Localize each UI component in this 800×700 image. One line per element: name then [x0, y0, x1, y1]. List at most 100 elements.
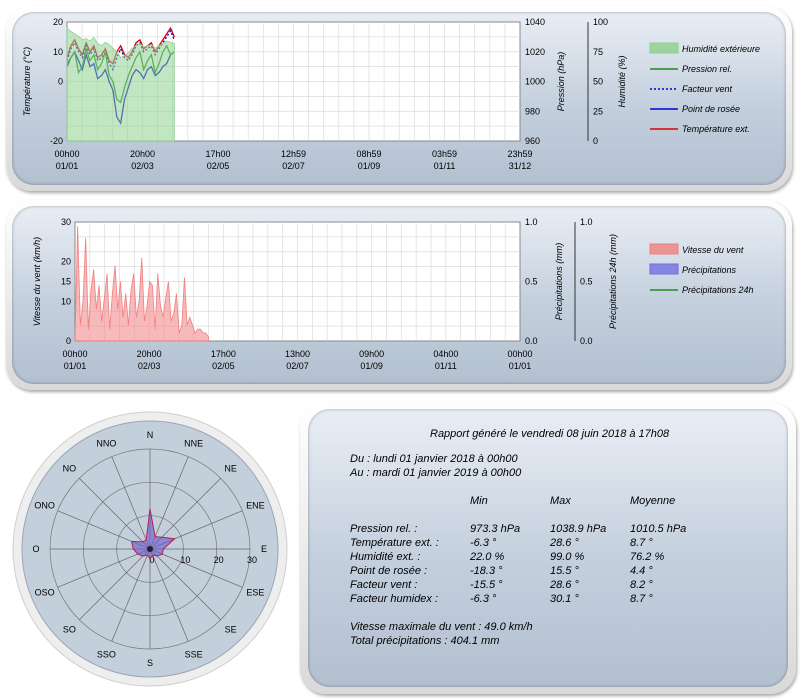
report-row-label: Pression rel. :: [350, 523, 418, 535]
compass-ring-label: 10: [180, 555, 190, 565]
compass-direction-label: O: [32, 544, 39, 554]
x-tick-label: 17h00: [211, 349, 236, 359]
x-tick-label: 00h00: [54, 149, 79, 159]
compass-spoke: [57, 548, 151, 588]
report-row-max: 99.0 %: [550, 551, 585, 563]
y-mid-axis-label: Précipitations (mm): [554, 243, 564, 321]
vitesse-du-vent-series: [74, 225, 209, 342]
compass-direction-label: E: [261, 544, 267, 554]
x-tick-date: 01/01: [64, 361, 87, 371]
temperature-chart: 00h00 01/01 20h00 02/03 17h00 02/05 12h59 02/07…: [22, 17, 760, 171]
report-row-min: -6.3 °: [470, 593, 497, 605]
legend-label-humidit-ext-rieure: Humidité extérieure: [682, 44, 760, 54]
compass-spoke: [149, 456, 189, 550]
compass-ring-label: 20: [214, 555, 224, 565]
compass-direction-label: SO: [63, 625, 76, 635]
report-row-avg: 8.7 °: [630, 593, 653, 605]
y-right-tick-label: 50: [593, 77, 603, 87]
y-mid-tick-label: 0.5: [525, 277, 538, 287]
report-header-min: Min: [470, 495, 488, 507]
compass-spoke: [79, 478, 151, 550]
y-mid-tick-label: 980: [525, 106, 540, 116]
wind-chart: 00h00 01/01 20h00 02/03 17h00 02/05 13h00 02/07…: [32, 217, 754, 371]
compass-spoke: [149, 548, 189, 642]
report-row-max: 15.5 °: [550, 565, 579, 577]
legend-label-temp-rature-ext: Température ext.: [682, 124, 750, 134]
x-tick-label: 04h00: [433, 349, 458, 359]
x-tick-date: 02/03: [131, 161, 154, 171]
x-tick-date: 01/01: [509, 361, 532, 371]
report-row-max: 28.6 °: [550, 537, 579, 549]
x-tick-label: 09h00: [359, 349, 384, 359]
compass-direction-label: OSO: [35, 588, 55, 598]
legend-label-pr-cipitations-h: Précipitations 24h: [682, 285, 754, 295]
report-row-label: Facteur vent :: [350, 579, 418, 591]
compass-spoke: [111, 456, 151, 550]
y-left-tick-label: 20: [61, 257, 71, 267]
report-row-max: 30.1 °: [550, 593, 579, 605]
legend-swatch-humidit-ext-rieure: [649, 42, 679, 54]
report-panel: [300, 402, 796, 694]
report-precip-total: Total précipitations : 404.1 mm: [350, 635, 500, 647]
y-right-axis-label: Précipitations 24h (mm): [608, 234, 618, 329]
x-tick-date: 01/09: [358, 161, 381, 171]
compass-direction-label: NO: [63, 463, 77, 473]
x-tick-label: 23h59: [507, 149, 532, 159]
x-tick-label: 17h00: [205, 149, 230, 159]
report-row-max: 1038.9 hPa: [550, 523, 607, 535]
compass-spoke: [79, 548, 151, 620]
x-tick-label: 03h59: [432, 149, 457, 159]
y-right-tick-label: 0.0: [580, 336, 593, 346]
compass-direction-label: ONO: [34, 500, 55, 510]
y-mid-tick-label: 1000: [525, 77, 545, 87]
x-tick-date: 01/09: [360, 361, 383, 371]
x-tick-date: 02/07: [286, 361, 309, 371]
y-mid-tick-label: 0.0: [525, 336, 538, 346]
y-mid-tick-label: 1020: [525, 47, 545, 57]
legend-label-point-de-ros-e: Point de rosée: [682, 104, 740, 114]
legend-label-pr-cipitations: Précipitations: [682, 265, 737, 275]
report-row-avg: 8.7 °: [630, 537, 653, 549]
x-tick-date: 01/01: [56, 161, 79, 171]
report-row-avg: 1010.5 hPa: [630, 523, 687, 535]
compass-direction-label: N: [147, 430, 154, 440]
y-right-tick-label: 75: [593, 47, 603, 57]
y-mid-tick-label: 960: [525, 136, 540, 146]
y-left-tick-label: 30: [61, 217, 71, 227]
x-tick-label: 08h59: [356, 149, 381, 159]
compass-spoke: [149, 548, 243, 588]
y-left-tick-label: 10: [53, 47, 63, 57]
report-row-avg: 76.2 %: [630, 551, 665, 563]
compass-direction-label: ENE: [246, 500, 265, 510]
compass-spoke: [111, 548, 151, 642]
y-left-tick-label: 0: [66, 336, 71, 346]
report-to: Au : mardi 01 janvier 2019 à 00h00: [350, 467, 522, 479]
report-row-label: Facteur humidex :: [350, 593, 439, 605]
x-tick-date: 02/05: [207, 161, 230, 171]
y-right-tick-label: 1.0: [580, 217, 593, 227]
y-mid-tick-label: 1.0: [525, 217, 538, 227]
report-row-label: Humidité ext. :: [350, 551, 421, 563]
wind-rose-polygon: [130, 508, 176, 560]
compass-direction-label: NE: [224, 463, 237, 473]
compass-direction-label: NNE: [184, 439, 203, 449]
legend-label-pression-rel: Pression rel.: [682, 64, 732, 74]
y-right-tick-label: 25: [593, 106, 603, 116]
wind-rose-svg: N NNE NE ENE E ESE SE SSE S SSO SO OSO O ONO NO NNO 0 10 2…: [12, 411, 288, 687]
report-wind-max: Vitesse maximale du vent : 49.0 km/h: [350, 621, 533, 633]
report-row-min: -6.3 °: [470, 537, 497, 549]
x-tick-label: 20h00: [130, 149, 155, 159]
report-title: Rapport généré le vendredi 08 juin 2018 …: [430, 428, 670, 440]
y-left-tick-label: 0: [58, 77, 63, 87]
legend-swatch-vitesse-du-vent: [649, 243, 679, 255]
compass-center: [147, 546, 153, 552]
x-tick-date: 01/11: [434, 161, 456, 171]
legend-label-vitesse-du-vent: Vitesse du vent: [682, 245, 744, 255]
x-tick-date: 01/11: [435, 361, 457, 371]
report-header-max: Max: [550, 495, 571, 507]
x-tick-label: 00h00: [62, 349, 87, 359]
compass-direction-label: SSE: [185, 649, 203, 659]
x-tick-date: 02/05: [212, 361, 235, 371]
report-row-label: Température ext. :: [350, 537, 439, 549]
report-row-avg: 8.2 °: [630, 579, 653, 591]
